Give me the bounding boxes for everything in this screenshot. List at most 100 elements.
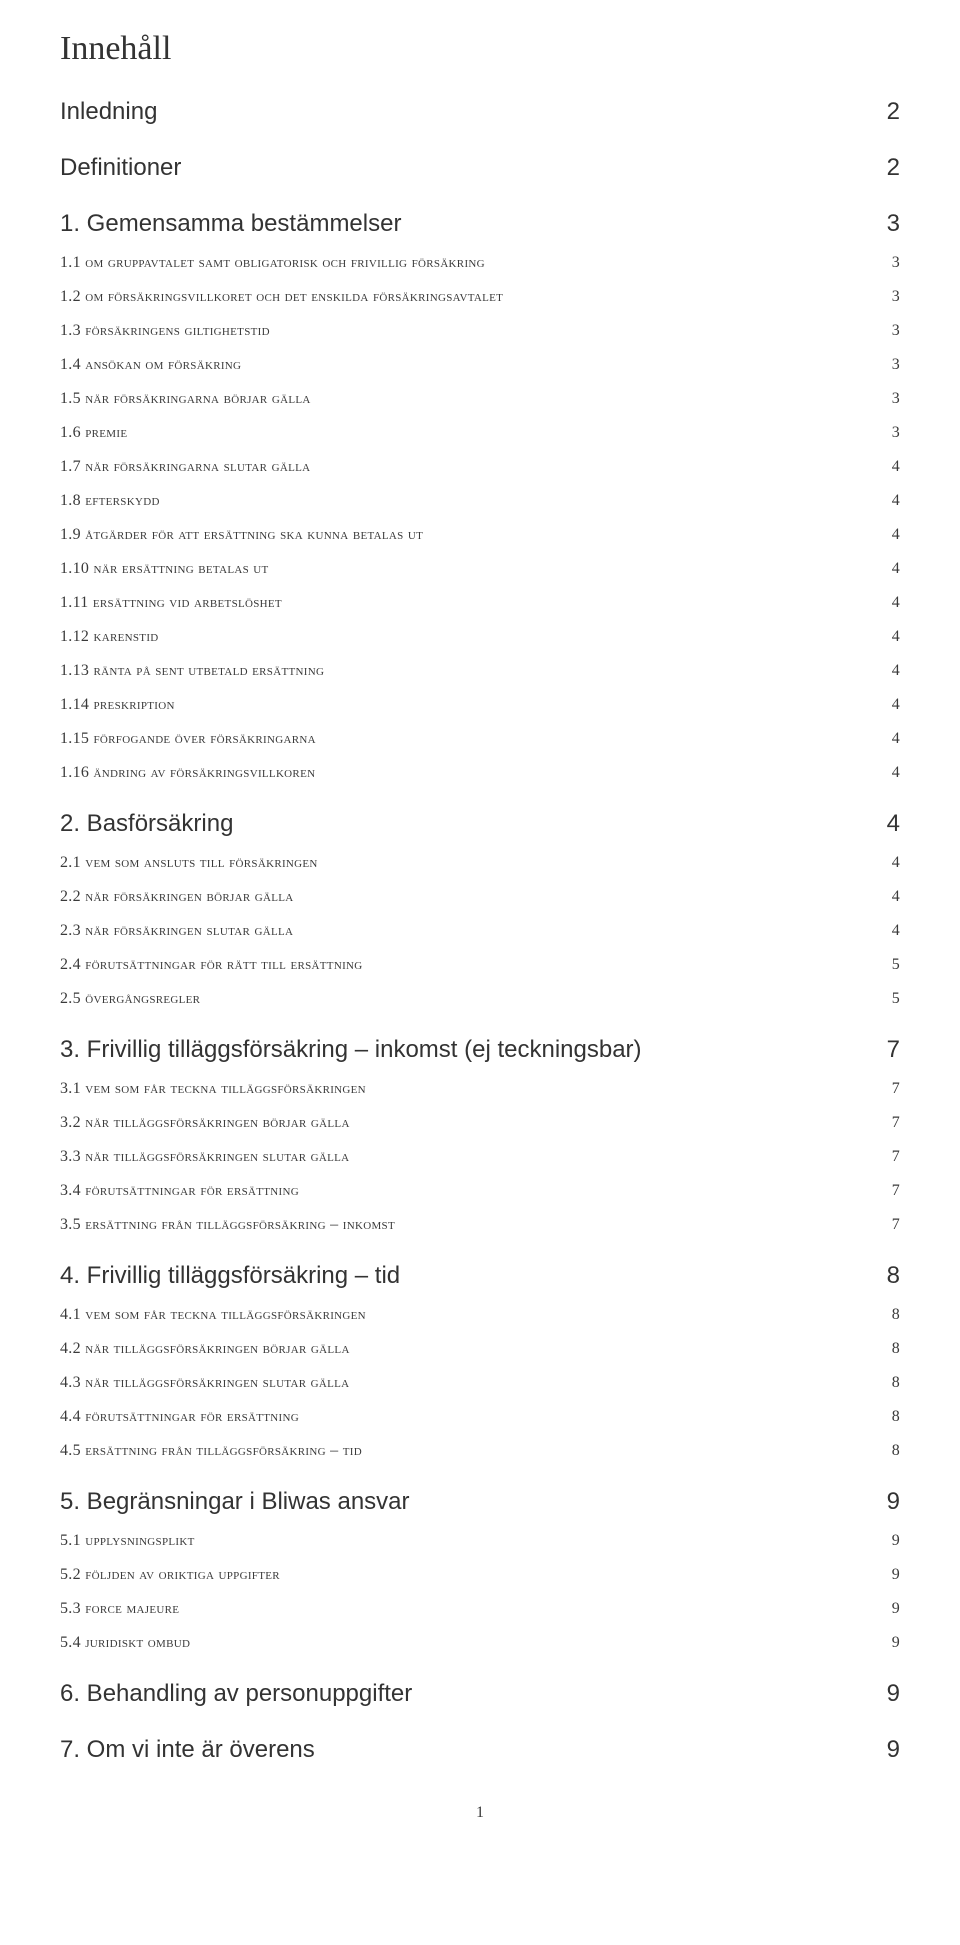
toc-entry-page: 9 [870,1488,900,1516]
toc-subsection-row[interactable]: 1.12 karenstid4 [60,628,900,646]
toc-section-row[interactable]: 1. Gemensamma bestämmelser3 [60,210,900,238]
toc-subsection-row[interactable]: 5.4 juridiskt ombud9 [60,1634,900,1652]
toc-subsection-row[interactable]: 3.3 när tilläggsförsäkringen slutar gäll… [60,1148,900,1166]
toc-entry-label: 2. Basförsäkring [60,810,870,838]
toc-entry-page: 4 [870,922,900,940]
toc-subsection-row[interactable]: 3.1 vem som får teckna tilläggsförsäkrin… [60,1080,900,1098]
toc-subsection-row[interactable]: 1.8 efterskydd4 [60,492,900,510]
toc-subsection-row[interactable]: 1.9 åtgärder för att ersättning ska kunn… [60,526,900,544]
toc-entry-label: 1.13 ränta på sent utbetald ersättning [60,662,870,680]
toc-entry-label: 5.2 följden av oriktiga uppgifter [60,1566,870,1584]
toc-entry-label: 2.5 övergångsregler [60,990,870,1008]
toc-entry-page: 7 [870,1216,900,1234]
toc-entry-page: 4 [870,662,900,680]
toc-entry-label: 1.9 åtgärder för att ersättning ska kunn… [60,526,870,544]
toc-entry-page: 3 [870,322,900,340]
toc-entry-page: 9 [870,1532,900,1550]
toc-entry-label: 1.8 efterskydd [60,492,870,510]
toc-entry-page: 3 [870,288,900,306]
toc-subsection-row[interactable]: 1.13 ränta på sent utbetald ersättning4 [60,662,900,680]
toc-subsection-row[interactable]: 1.16 ändring av försäkringsvillkoren4 [60,764,900,782]
toc-subsection-row[interactable]: 4.3 när tilläggsförsäkringen slutar gäll… [60,1374,900,1392]
toc-subsection-row[interactable]: 3.5 ersättning från tilläggsförsäkring –… [60,1216,900,1234]
toc-entry-label: 5.3 force majeure [60,1600,870,1618]
toc-entry-label: 1.1 om gruppavtalet samt obligatorisk oc… [60,254,870,272]
toc-entry-label: 1.4 ansökan om försäkring [60,356,870,374]
toc-section-row[interactable]: 4. Frivillig tilläggsförsäkring – tid8 [60,1262,900,1290]
toc-entry-label: 7. Om vi inte är överens [60,1736,870,1764]
toc-subsection-row[interactable]: 4.4 förutsättningar för ersättning8 [60,1408,900,1426]
toc-entry-label: 5.4 juridiskt ombud [60,1634,870,1652]
toc-entry-page: 8 [870,1408,900,1426]
toc-entry-label: 1.16 ändring av försäkringsvillkoren [60,764,870,782]
toc-entry-page: 8 [870,1306,900,1324]
toc-entry-label: 1.7 när försäkringarna slutar gälla [60,458,870,476]
toc-subsection-row[interactable]: 1.10 när ersättning betalas ut4 [60,560,900,578]
toc-subsection-row[interactable]: 1.14 preskription4 [60,696,900,714]
toc-entry-label: 3.2 när tilläggsförsäkringen börjar gäll… [60,1114,870,1132]
toc-entry-label: 4.4 förutsättningar för ersättning [60,1408,870,1426]
toc-subsection-row[interactable]: 5.1 upplysningsplikt9 [60,1532,900,1550]
toc-entry-page: 4 [870,560,900,578]
toc-entry-page: 8 [870,1442,900,1460]
toc-subsection-row[interactable]: 2.2 när försäkringen börjar gälla4 [60,888,900,906]
toc-entry-page: 7 [870,1036,900,1064]
toc-list: Inledning2 Definitioner2 1. Gemensamma bes… [60,98,900,1764]
toc-subsection-row[interactable]: 1.5 när försäkringarna börjar gälla3 [60,390,900,408]
toc-entry-label: 2.3 när försäkringen slutar gälla [60,922,870,940]
toc-subsection-row[interactable]: 2.3 när försäkringen slutar gälla4 [60,922,900,940]
toc-entry-page: 3 [870,210,900,238]
toc-entry-label: 2.2 när försäkringen börjar gälla [60,888,870,906]
toc-subsection-row[interactable]: 1.15 förfogande över försäkringarna4 [60,730,900,748]
toc-subsection-row[interactable]: 2.5 övergångsregler5 [60,990,900,1008]
toc-subsection-row[interactable]: 1.7 när försäkringarna slutar gälla4 [60,458,900,476]
toc-section-row[interactable]: 3. Frivillig tilläggsförsäkring – inkoms… [60,1036,900,1064]
toc-subsection-row[interactable]: 2.1 vem som ansluts till försäkringen4 [60,854,900,872]
toc-entry-label: 3.4 förutsättningar för ersättning [60,1182,870,1200]
toc-entry-page: 9 [870,1566,900,1584]
toc-entry-page: 3 [870,390,900,408]
toc-subsection-row[interactable]: 1.3 försäkringens giltighetstid3 [60,322,900,340]
toc-subsection-row[interactable]: 1.11 ersättning vid arbetslöshet4 [60,594,900,612]
toc-subsection-row[interactable]: 1.1 om gruppavtalet samt obligatorisk oc… [60,254,900,272]
toc-subsection-row[interactable]: 1.4 ansökan om försäkring3 [60,356,900,374]
toc-title: Innehåll [60,30,900,68]
toc-entry-label: 3. Frivillig tilläggsförsäkring – inkoms… [60,1036,870,1064]
toc-subsection-row[interactable]: 2.4 förutsättningar för rätt till ersätt… [60,956,900,974]
toc-section-row[interactable]: 6. Behandling av personuppgifter9 [60,1680,900,1708]
toc-entry-label: 3.5 ersättning från tilläggsförsäkring –… [60,1216,870,1234]
toc-entry-page: 5 [870,990,900,1008]
toc-entry-label: 4.2 när tilläggsförsäkringen börjar gäll… [60,1340,870,1358]
toc-section-row[interactable]: 7. Om vi inte är överens9 [60,1736,900,1764]
toc-entry-page: 4 [870,526,900,544]
toc-entry-page: 4 [870,628,900,646]
toc-subsection-row[interactable]: 4.5 ersättning från tilläggsförsäkring –… [60,1442,900,1460]
toc-entry-page: 4 [870,492,900,510]
toc-entry-page: 3 [870,424,900,442]
toc-subsection-row[interactable]: 4.1 vem som får teckna tilläggsförsäkrin… [60,1306,900,1324]
toc-entry-label: 1.6 premie [60,424,870,442]
toc-subsection-row[interactable]: 5.3 force majeure9 [60,1600,900,1618]
toc-entry-label: 6. Behandling av personuppgifter [60,1680,870,1708]
toc-subsection-row[interactable]: 1.6 premie3 [60,424,900,442]
toc-subsection-row[interactable]: 1.2 om försäkringsvillkoret och det ensk… [60,288,900,306]
toc-section-row[interactable]: 5. Begränsningar i Bliwas ansvar9 [60,1488,900,1516]
toc-entry-page: 4 [870,594,900,612]
toc-subsection-row[interactable]: 3.2 när tilläggsförsäkringen börjar gäll… [60,1114,900,1132]
toc-entry-label: 4.1 vem som får teckna tilläggsförsäkrin… [60,1306,870,1324]
toc-section-row[interactable]: Inledning2 [60,98,900,126]
page-number: 1 [60,1804,900,1822]
toc-entry-label: 3.3 när tilläggsförsäkringen slutar gäll… [60,1148,870,1166]
toc-entry-page: 4 [870,730,900,748]
toc-entry-page: 7 [870,1148,900,1166]
toc-entry-page: 3 [870,356,900,374]
toc-entry-page: 2 [870,154,900,182]
toc-entry-page: 9 [870,1634,900,1652]
toc-section-row[interactable]: 2. Basförsäkring4 [60,810,900,838]
toc-subsection-row[interactable]: 3.4 förutsättningar för ersättning7 [60,1182,900,1200]
toc-subsection-row[interactable]: 5.2 följden av oriktiga uppgifter9 [60,1566,900,1584]
toc-subsection-row[interactable]: 4.2 när tilläggsförsäkringen börjar gäll… [60,1340,900,1358]
toc-section-row[interactable]: Definitioner2 [60,154,900,182]
toc-entry-label: 2.1 vem som ansluts till försäkringen [60,854,870,872]
toc-entry-page: 8 [870,1340,900,1358]
